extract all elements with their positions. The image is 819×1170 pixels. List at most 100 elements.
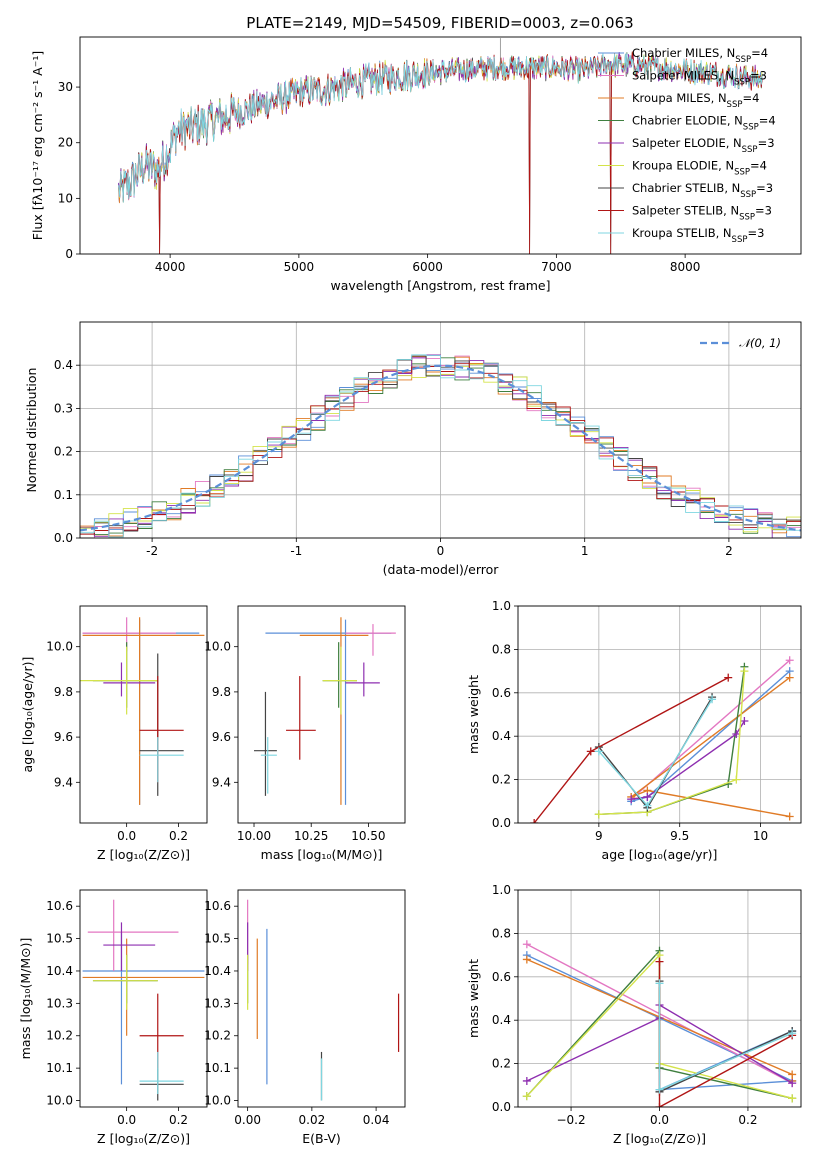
x-tick-label: 1 [581,544,589,558]
legend-label-kroupa-miles: Kroupa MILES, NSSP=4 [632,91,759,110]
y-tick-label: 9.4 [212,775,231,789]
y-tick-label: 0.6 [492,970,511,984]
normal-curve [80,364,801,532]
y-tick-label: 10.0 [204,640,231,654]
y-tick-label: 9.8 [54,685,73,699]
plot-area-age_vs_Z [80,617,205,805]
y-tick-label: 9.6 [212,730,231,744]
y-axis-label: mass weight [466,959,481,1038]
spectrum-line-kroupa-stelib [118,53,763,203]
y-axis-label: mass [log₁₀(M/M⊙)] [18,938,33,1060]
plot-area-weight_vs_age [530,656,794,823]
axes-frame [79,36,802,255]
weight-marker-kroupa-elodie [788,1094,797,1103]
y-tick-label: 10.3 [46,996,73,1010]
y-tick-label: 0.0 [492,1100,511,1114]
y-axis-label: Flux [fλ10⁻¹⁷ erg cm⁻² s⁻¹ A⁻¹] [30,51,45,240]
x-tick-label: 0.0 [650,1113,669,1127]
plot-area-weight_vs_Z [522,940,797,1107]
weight-marker-salpeter-miles [522,940,531,949]
panel-weight_vs_age: 9 9.5 10 0.0 0.2 0.4 0.6 0.8 1.0 age [log₁₀(age/y… [466,599,802,862]
x-axis-label: mass [log₁₀(M/M⊙)] [261,847,383,862]
y-tick-label: 1.0 [492,883,511,897]
y-tick-label: 0.2 [492,773,511,787]
panel-age_vs_Z: 0.0 0.2 9.4 9.6 9.8 10.0 Z [log₁₀(Z/Z⊙)] age [l… [20,605,208,862]
panel-mass_vs_Z: 0.0 0.2 10.0 10.1 10.2 10.3 10.4 10.5 10.6 Z [log… [18,889,208,1146]
y-tick-label: 9.6 [54,730,73,744]
weight-marker-kroupa-stelib [643,801,652,810]
panel-residuals: -2 -1 0 1 2 0.0 0.1 0.2 0.3 0.4 (data-model)/error… [24,321,802,577]
legend-label-salpeter-miles: Salpeter MILES, NSSP=3 [632,69,767,88]
axes-frame [237,605,406,824]
x-tick-label: 0.2 [169,829,188,843]
x-axis-label: (data-model)/error [383,562,500,577]
weight-line-kroupa-miles [630,677,791,818]
y-tick-label: 0.4 [54,358,73,372]
y-axis-label: mass weight [466,675,481,754]
weight-line-kroupa-elodie [598,671,746,815]
axes-frame [517,889,802,1108]
y-axis-label: age [log₁₀(age/yr)] [20,657,35,773]
legend-label-chabrier-elodie: Chabrier ELODIE, NSSP=4 [632,114,776,133]
y-tick-label: 10.2 [204,1029,231,1043]
y-tick-label: 0.0 [492,816,511,830]
x-tick-label: −0.2 [556,1113,585,1127]
y-tick-label: 10 [58,191,73,205]
panel-spectrum: 4000 5000 6000 7000 8000 0 10 20 30 wavelength [A… [30,36,802,293]
axes-frame [517,605,802,824]
y-tick-label: 0.8 [492,926,511,940]
legend-label-kroupa-elodie: Kroupa ELODIE, NSSP=4 [632,159,767,178]
weight-marker-kroupa-elodie [740,667,749,676]
x-tick-label: -1 [290,544,302,558]
y-tick-label: 10.6 [46,899,73,913]
axes-frame [79,321,802,539]
y-axis-label: Normed distribution [24,368,39,493]
y-tick-label: 0.8 [492,642,511,656]
y-tick-label: 0.2 [492,1057,511,1071]
x-tick-label: 7000 [541,260,572,274]
x-tick-label: 4000 [155,260,186,274]
legend-label-kroupa-stelib: Kroupa STELIB, NSSP=3 [632,226,764,245]
weight-marker-kroupa-elodie [594,810,603,819]
weight-marker-salpeter-stelib [655,957,664,966]
x-tick-label: -2 [146,544,158,558]
y-tick-label: 1.0 [492,599,511,613]
x-tick-label: 0.2 [169,1113,188,1127]
x-tick-label: 0.0 [117,829,136,843]
y-tick-label: 10.0 [46,1094,73,1108]
axes-frame [79,889,208,1108]
weight-marker-salpeter-elodie [732,730,741,739]
x-axis-label: wavelength [Angstrom, rest frame] [330,278,550,293]
weight-line-salpeter-miles [630,659,791,800]
x-tick-label: 9.5 [670,829,689,843]
x-tick-label: 8000 [670,260,701,274]
x-tick-label: 10.50 [351,829,385,843]
weight-marker-kroupa-stelib [708,695,717,704]
y-tick-label: 10.4 [46,964,73,978]
x-tick-label: 0.02 [299,1113,326,1127]
legend-label-chabrier-stelib: Chabrier STELIB, NSSP=3 [632,181,773,200]
y-tick-label: 10.0 [204,1094,231,1108]
y-tick-label: 9.8 [212,685,231,699]
y-tick-label: 10.4 [204,964,231,978]
plot-area-age_vs_mass [254,617,396,805]
plot-area-mass_vs_EBV [247,899,400,1101]
x-axis-label: Z [log₁₀(Z/Z⊙)] [97,1131,190,1146]
figure-title: PLATE=2149, MJD=54509, FIBERID=0003, z=0… [246,14,633,32]
weight-marker-kroupa-miles [785,673,794,682]
weight-marker-salpeter-elodie [643,792,652,801]
x-tick-label: 0.00 [234,1113,261,1127]
weight-marker-salpeter-miles [785,656,794,665]
y-tick-label: 0.2 [54,445,73,459]
y-tick-label: 10.0 [46,640,73,654]
legend-label-salpeter-stelib: Salpeter STELIB, NSSP=3 [632,204,772,223]
weight-marker-salpeter-elodie [740,717,749,726]
plot-area-residuals [80,354,801,538]
x-tick-label: 6000 [412,260,443,274]
x-tick-label: 9 [595,829,603,843]
y-tick-label: 9.4 [54,775,73,789]
y-tick-label: 10.5 [204,932,231,946]
y-tick-label: 10.3 [204,996,231,1010]
